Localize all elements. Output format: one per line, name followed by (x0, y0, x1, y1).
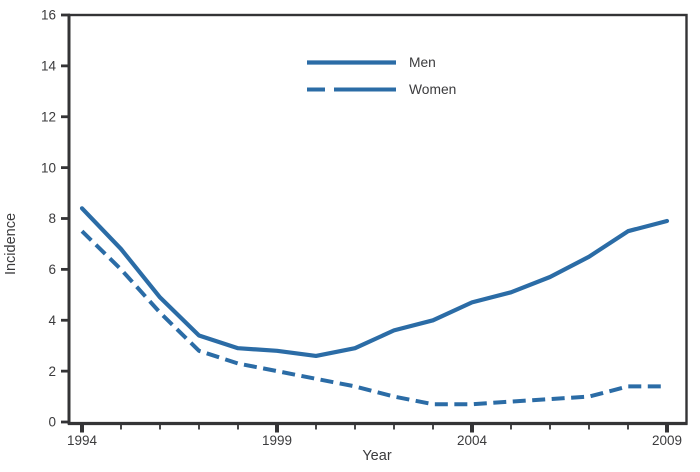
plot-area: 0 2 4 6 8 10 12 14 16 1994 1999 2004 2009 (41, 8, 688, 448)
legend-men-label: Men (409, 55, 436, 70)
x-tick-label: 1994 (67, 433, 98, 448)
y-tick-label: 8 (48, 211, 56, 226)
y-tick-label: 4 (48, 313, 56, 328)
y-axis-title: Incidence (3, 213, 19, 275)
y-tick-label: 0 (48, 415, 56, 430)
x-tick-label: 2004 (457, 433, 488, 448)
plot-border (67, 13, 688, 425)
y-tick-label: 10 (41, 160, 56, 175)
series-line-men (79, 206, 670, 358)
legend: Men Women (307, 55, 456, 97)
x-axis-title: Year (362, 448, 391, 464)
y-tick-label: 14 (41, 59, 57, 74)
y-tick-label: 12 (41, 109, 56, 124)
y-tick-label: 2 (48, 364, 56, 379)
series-line-women (80, 229, 667, 407)
y-tick-label: 6 (48, 262, 56, 277)
legend-women-label: Women (409, 82, 456, 97)
y-tick-label: 16 (41, 8, 56, 23)
x-tick-label: 2009 (652, 433, 682, 448)
x-tick-label: 1999 (262, 433, 292, 448)
